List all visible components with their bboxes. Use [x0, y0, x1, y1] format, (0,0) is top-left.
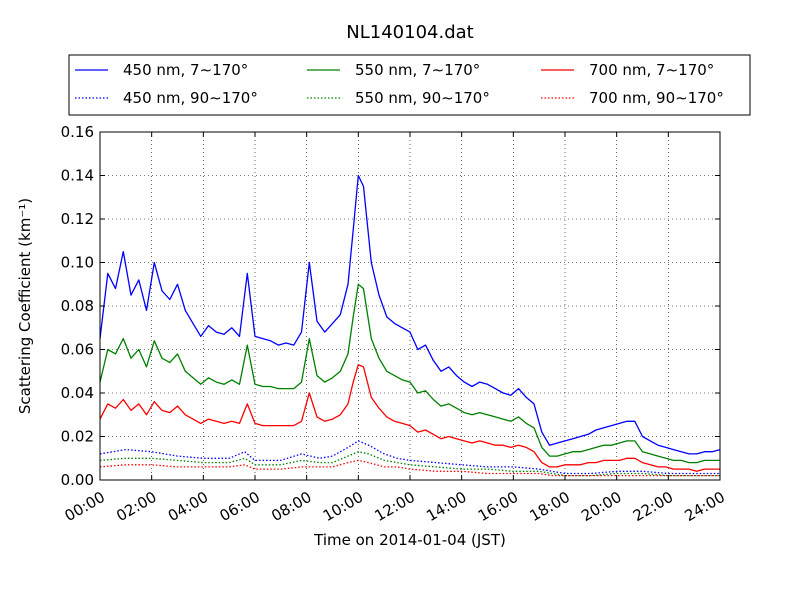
series-line-6: [99, 459, 720, 477]
y-tick-label: 0.02: [61, 428, 94, 446]
y-tick-label: 0.00: [61, 471, 94, 489]
series-line-1: [99, 174, 721, 455]
series-line-3: [99, 364, 720, 472]
y-tick-label: 0.04: [61, 384, 94, 402]
x-axis-label: Time on 2014-01-04 (JST): [313, 531, 506, 549]
series-line-2: [99, 283, 720, 464]
legend-label: 450 nm, 90∼170°: [123, 89, 258, 107]
y-tick-label: 0.08: [61, 297, 94, 315]
series-line-5: [99, 451, 720, 477]
y-axis: 0.00 0.02 0.04 0.06 0.08 0.10 0.12 0.14 0.16: [61, 123, 720, 489]
grid: [100, 132, 720, 480]
series-line-4: [99, 440, 720, 475]
y-axis-label: Scattering Coefficient (km⁻¹): [16, 198, 34, 414]
legend: 450 nm, 7∼170° 450 nm, 90∼170° 550 nm, 7∼1…: [68, 54, 751, 116]
legend-label: 450 nm, 7∼170°: [123, 61, 248, 79]
series-layer: [99, 174, 721, 477]
y-tick-label: 0.14: [61, 167, 94, 185]
y-tick-label: 0.06: [61, 341, 94, 359]
legend-label: 550 nm, 7∼170°: [355, 61, 480, 79]
legend-frame: [68, 54, 751, 116]
legend-label: 700 nm, 7∼170°: [589, 61, 714, 79]
y-tick-label: 0.10: [61, 254, 94, 272]
chart-title: NL140104.dat: [346, 22, 473, 43]
legend-label: 550 nm, 90∼170°: [355, 89, 490, 107]
legend-label: 700 nm, 90∼170°: [589, 89, 724, 107]
y-tick-label: 0.12: [61, 210, 94, 228]
y-tick-label: 0.16: [61, 123, 94, 141]
